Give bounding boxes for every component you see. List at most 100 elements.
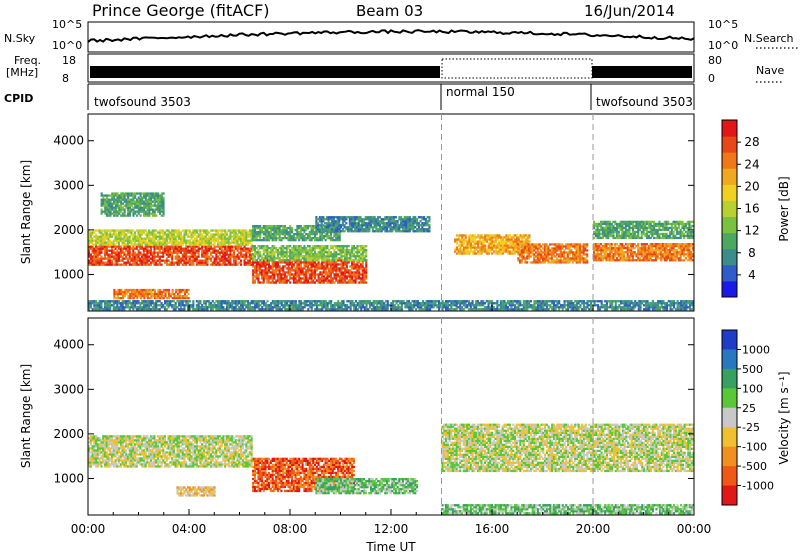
power-cell xyxy=(401,226,404,229)
power-cell xyxy=(155,206,158,209)
power-cell xyxy=(192,233,195,236)
power-cell xyxy=(146,261,149,264)
power-cell xyxy=(229,263,232,266)
power-cell xyxy=(107,210,110,213)
power-cell xyxy=(647,259,650,262)
power-cell xyxy=(197,261,200,264)
power-cell xyxy=(194,237,197,240)
power-cell xyxy=(317,259,320,262)
power-cell xyxy=(361,247,364,250)
power-cell xyxy=(320,218,323,221)
power-cell xyxy=(264,237,267,240)
power-cell xyxy=(477,242,480,245)
power-cell xyxy=(220,235,223,238)
power-cell xyxy=(273,239,276,242)
power-cell xyxy=(424,220,427,223)
power-cell xyxy=(498,242,501,245)
power-cell xyxy=(321,259,324,262)
power-cell xyxy=(507,236,510,239)
power-cell xyxy=(317,247,320,250)
power-cell xyxy=(134,200,137,203)
power-cell xyxy=(600,222,603,226)
power-cell xyxy=(345,269,348,272)
power-cell xyxy=(341,230,344,233)
power-cell xyxy=(526,255,529,258)
power-cell xyxy=(517,238,520,241)
power-cell xyxy=(326,267,329,270)
power-cell xyxy=(103,239,106,242)
power-cell xyxy=(516,236,519,239)
power-cell xyxy=(215,251,218,254)
power-cell xyxy=(224,249,227,252)
power-cell xyxy=(321,239,324,242)
power-cell xyxy=(294,251,297,254)
power-cell xyxy=(174,237,177,240)
power-cell xyxy=(158,241,161,244)
power-cell xyxy=(278,273,281,276)
power-cell xyxy=(470,240,473,243)
power-cell xyxy=(238,245,241,248)
power-cell xyxy=(213,249,216,252)
power-cell xyxy=(600,251,603,254)
power-cell xyxy=(644,243,647,246)
power-cell xyxy=(310,237,313,240)
power-cell xyxy=(236,247,239,250)
power-cell xyxy=(303,275,306,278)
power-cell xyxy=(261,247,264,250)
power-cell xyxy=(347,226,350,229)
power-cell xyxy=(291,249,294,252)
power-cell xyxy=(670,245,673,248)
power-cell xyxy=(95,245,98,248)
power-cell xyxy=(529,251,532,254)
power-cell xyxy=(550,247,553,250)
power-cell xyxy=(156,241,159,244)
power-cell xyxy=(134,210,137,213)
power-cell xyxy=(120,288,123,292)
power-cell xyxy=(531,243,534,246)
power-cell xyxy=(153,255,156,258)
power-cell xyxy=(605,245,608,248)
power-cell xyxy=(100,198,103,201)
power-cell xyxy=(554,251,557,254)
power-cell xyxy=(247,241,250,244)
power-cell xyxy=(423,230,426,233)
power-cell xyxy=(617,249,620,252)
power-cell xyxy=(366,216,369,219)
power-cell xyxy=(361,220,364,223)
power-cell xyxy=(407,226,410,229)
power-cell xyxy=(660,243,663,246)
power-cell xyxy=(607,253,610,256)
power-cell xyxy=(294,269,297,272)
power-cell xyxy=(690,253,693,256)
power-cell xyxy=(674,243,677,246)
power-cell xyxy=(393,218,396,221)
power-cell xyxy=(524,243,527,246)
power-cell xyxy=(257,269,260,272)
power-cell xyxy=(556,261,559,264)
power-cell xyxy=(195,261,198,264)
power-cell xyxy=(213,247,216,250)
power-cell xyxy=(359,218,362,221)
power-cell xyxy=(113,192,116,195)
power-cell xyxy=(160,231,163,234)
power-cell xyxy=(116,239,119,242)
power-cell xyxy=(566,243,569,246)
power-cell xyxy=(308,269,311,272)
power-cell xyxy=(340,226,343,229)
power-cell xyxy=(245,251,248,254)
power-cell xyxy=(538,253,541,256)
power-cell xyxy=(287,245,290,248)
power-cell xyxy=(134,263,137,266)
power-cell xyxy=(109,210,112,213)
power-cell xyxy=(136,295,139,298)
power-cell xyxy=(139,295,142,298)
power-cell xyxy=(371,226,374,229)
power-cell xyxy=(333,265,336,268)
power-cell xyxy=(322,251,325,254)
power-cell xyxy=(328,275,331,278)
power-cell xyxy=(345,253,348,256)
power-cell xyxy=(631,257,634,260)
power-cell xyxy=(107,202,110,205)
power-cell xyxy=(162,290,165,294)
power-cell xyxy=(676,253,679,256)
